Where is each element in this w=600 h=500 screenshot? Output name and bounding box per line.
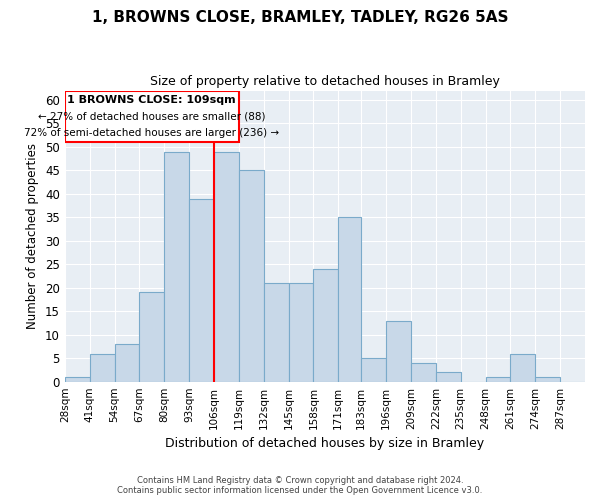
Bar [115, 344, 139, 382]
Text: ← 27% of detached houses are smaller (88): ← 27% of detached houses are smaller (88… [38, 112, 266, 122]
Bar [313, 269, 338, 382]
Bar [65, 377, 89, 382]
Bar [239, 170, 263, 382]
Bar [511, 354, 535, 382]
X-axis label: Distribution of detached houses by size in Bramley: Distribution of detached houses by size … [166, 437, 484, 450]
Bar [289, 283, 313, 382]
Bar [535, 377, 560, 382]
Bar [139, 292, 164, 382]
Bar [164, 152, 189, 382]
Bar [485, 377, 511, 382]
Bar [411, 363, 436, 382]
Text: Contains HM Land Registry data © Crown copyright and database right 2024.
Contai: Contains HM Land Registry data © Crown c… [118, 476, 482, 495]
Bar [214, 152, 239, 382]
Bar [189, 198, 214, 382]
Bar [338, 218, 361, 382]
Bar [386, 320, 411, 382]
Bar [89, 354, 115, 382]
Text: 72% of semi-detached houses are larger (236) →: 72% of semi-detached houses are larger (… [24, 128, 280, 138]
Text: 1 BROWNS CLOSE: 109sqm: 1 BROWNS CLOSE: 109sqm [67, 96, 236, 106]
Bar [436, 372, 461, 382]
Text: 1, BROWNS CLOSE, BRAMLEY, TADLEY, RG26 5AS: 1, BROWNS CLOSE, BRAMLEY, TADLEY, RG26 5… [92, 10, 508, 25]
Bar [65, 90, 239, 142]
Title: Size of property relative to detached houses in Bramley: Size of property relative to detached ho… [150, 75, 500, 88]
Bar [263, 283, 289, 382]
Bar [361, 358, 386, 382]
Y-axis label: Number of detached properties: Number of detached properties [26, 143, 40, 329]
